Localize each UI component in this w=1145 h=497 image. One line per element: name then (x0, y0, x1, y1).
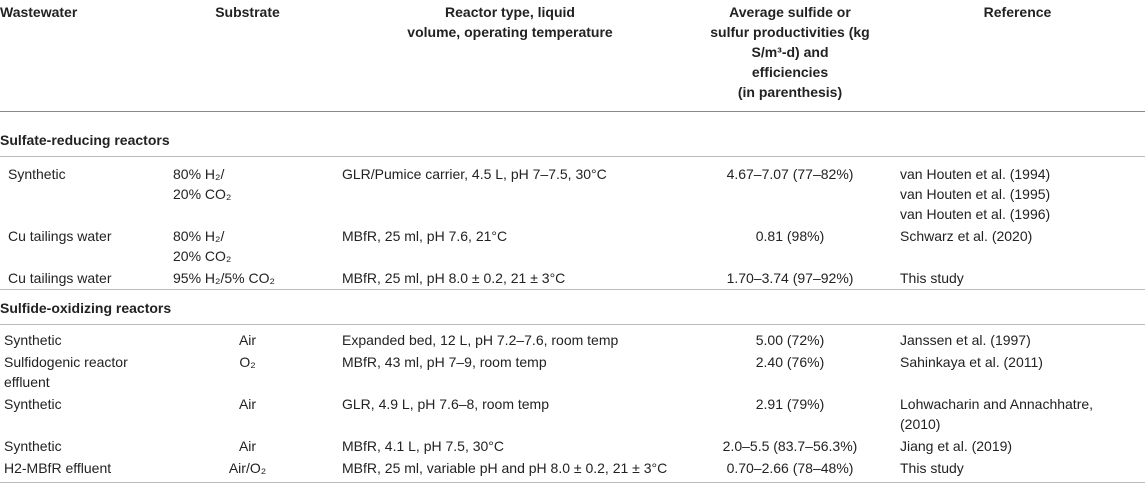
table-cell: 2.91 (79%) (755, 396, 825, 412)
header-cell: Wastewater (0, 0, 165, 112)
table-cell: MBfR, 4.1 L, pH 7.5, 30°C (342, 438, 505, 454)
table-row: Synthetic Air MBfR, 4.1 L, pH 7.5, 30°C 2.0… (0, 435, 1145, 457)
section-row: Sulfate-reducing reactors (0, 111, 1145, 157)
table-cell: This study (900, 270, 964, 286)
table-cell: O₂ (239, 354, 256, 370)
table-cell: Cu tailings water (8, 270, 112, 286)
table-cell: Janssen et al. (1997) (900, 332, 1031, 348)
table-cell: Synthetic (4, 438, 62, 454)
table-cell: Sahinkaya et al. (2011) (900, 354, 1043, 370)
table-cell: MBfR, 25 ml, pH 7.6, 21°C (342, 228, 508, 244)
table-cell: Expanded bed, 12 L, pH 7.2–7.6, room tem… (342, 332, 619, 348)
table-cell: Synthetic (8, 166, 66, 182)
section-title: Sulfate-reducing reactors (0, 111, 1145, 157)
table-cell: 4.67–7.07 (77–82%) (726, 166, 854, 182)
table-cell: Jiang et al. (2019) (900, 438, 1013, 454)
table-cell: Air (238, 396, 257, 412)
table-cell: GLR, 4.9 L, pH 7.6–8, room temp (342, 396, 549, 412)
table-cell: 95% H₂/5% CO₂ (173, 270, 275, 286)
table-cell: Synthetic (4, 332, 62, 348)
table-cell: 1.70–3.74 (97–92%) (726, 270, 854, 286)
table-cell: 2.40 (76%) (755, 354, 825, 370)
table-row: Synthetic Air Expanded bed, 12 L, pH 7.2–7… (0, 325, 1145, 352)
table-cell: 0.70–2.66 (78–48%) (690, 457, 890, 483)
section-row: Sulfide-oxidizing reactors (0, 289, 1145, 325)
table-cell: GLR/Pumice carrier, 4.5 L, pH 7–7.5, 30°… (342, 166, 607, 182)
table-cell: MBfR, 43 ml, pH 7–9, room temp (342, 354, 547, 370)
table-cell: Sulfidogenic reactor effluent (4, 354, 128, 390)
table-cell: Air (238, 438, 257, 454)
table-cell: 0.81 (98%) (755, 228, 825, 244)
table-row: Synthetic Air GLR, 4.9 L, pH 7.6–8, room t… (0, 393, 1145, 435)
table-cell: MBfR, 25 ml, variable pH and pH 8.0 ± 0.… (330, 457, 690, 483)
table-cell: 2.0–5.5 (83.7–56.3%) (722, 438, 858, 454)
header-cell: Average sulfide or sulfur productivities… (690, 0, 890, 112)
header-cell: Reactor type, liquid volume, operating t… (330, 0, 690, 112)
table-cell: 5.00 (72%) (755, 332, 825, 348)
table-cell: 80% H₂/ 20% CO₂ (173, 166, 232, 202)
table-cell: Air (238, 332, 257, 348)
table-cell: van Houten et al. (1994) van Houten et a… (900, 166, 1051, 222)
table-cell: Schwarz et al. (2020) (900, 228, 1033, 244)
table-row: Sulfidogenic reactor effluent O₂ MBfR, 43 … (0, 351, 1145, 393)
header-row: Wastewater Substrate Reactor type, liquid … (0, 0, 1145, 112)
table-cell: This study (890, 457, 1145, 483)
table-row: Synthetic 80% H₂/ 20% CO₂ GLR/Pumice carri… (0, 157, 1145, 226)
table-cell: Cu tailings water (8, 228, 112, 244)
table-row: Cu tailings water 95% H₂/5% CO₂ MBfR, 25 m… (0, 267, 1145, 290)
table-row: Cu tailings water 80% H₂/ 20% CO₂ MBfR, 25… (0, 225, 1145, 267)
data-table: Wastewater Substrate Reactor type, liquid … (0, 0, 1145, 483)
header-cell: Substrate (165, 0, 330, 112)
table-cell: Synthetic (4, 396, 62, 412)
table-cell: MBfR, 25 ml, pH 8.0 ± 0.2, 21 ± 3°C (342, 270, 566, 286)
header-cell: Reference (890, 0, 1145, 112)
section-title: Sulfide-oxidizing reactors (0, 289, 1145, 325)
table-cell: 80% H₂/ 20% CO₂ (173, 228, 232, 264)
table-cell: Air/O₂ (165, 457, 330, 483)
table-row: H2-MBfR effluent Air/O₂ MBfR, 25 ml, varia… (0, 457, 1145, 483)
table-cell: Lohwacharin and Annachhatre, (2010) (900, 396, 1094, 432)
table-cell: H2-MBfR effluent (0, 457, 165, 483)
